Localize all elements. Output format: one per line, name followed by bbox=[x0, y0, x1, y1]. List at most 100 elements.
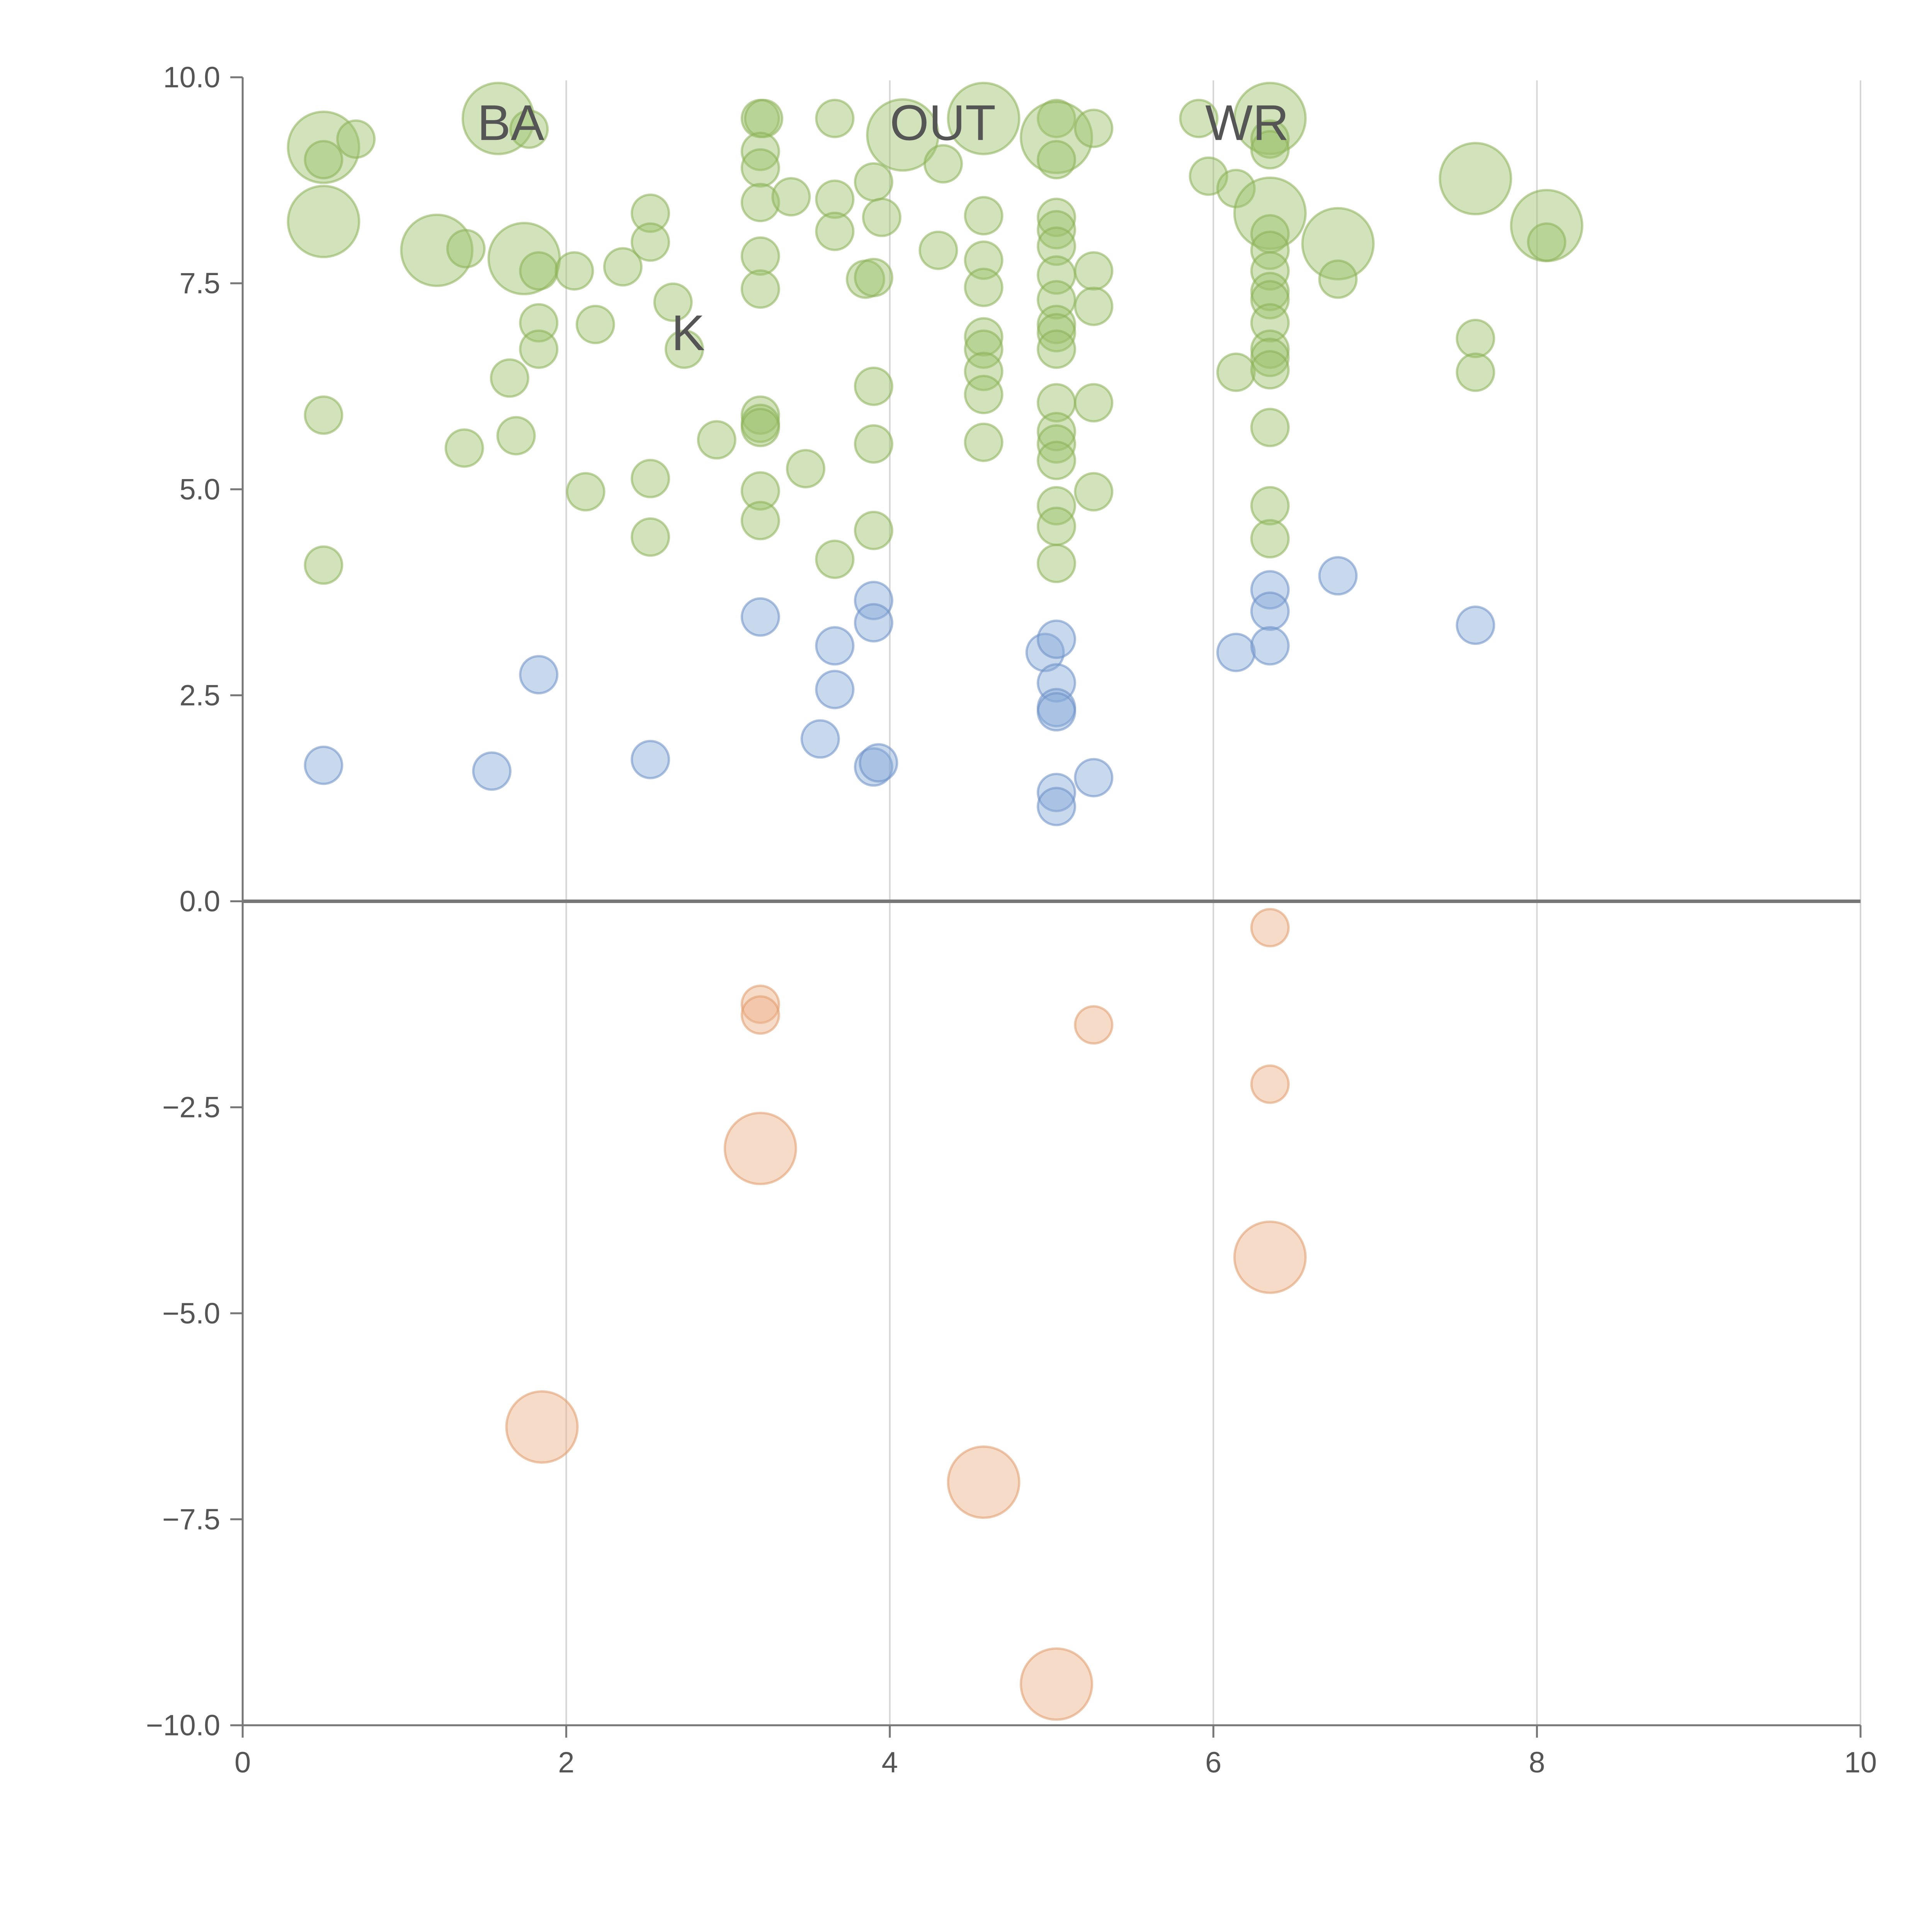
bubble-green-69 bbox=[1037, 210, 1077, 250]
bubble-green-86 bbox=[1074, 383, 1114, 423]
bubble-green-8 bbox=[444, 428, 484, 468]
bubble-green-99 bbox=[1250, 272, 1290, 311]
bubble-green-104 bbox=[1250, 350, 1290, 390]
bubble-green-114 bbox=[1527, 222, 1566, 262]
bubble-green-48 bbox=[854, 258, 893, 298]
bubble-green-63 bbox=[964, 375, 1003, 415]
bubble-green-64 bbox=[964, 422, 1003, 462]
bubble-blue-12 bbox=[1025, 633, 1065, 672]
bubble-orange-8 bbox=[1250, 1064, 1290, 1104]
bubble-blue-4 bbox=[740, 597, 780, 637]
bubble-green-33 bbox=[740, 236, 780, 276]
bubble-green-19 bbox=[575, 304, 615, 344]
bubble-green-38 bbox=[740, 471, 780, 511]
y-tick-label: 0.0 bbox=[179, 885, 220, 918]
bubble-blue-5 bbox=[800, 719, 840, 759]
bubble-orange-0 bbox=[740, 985, 780, 1024]
bubble-blue-0 bbox=[304, 745, 344, 785]
bubble-green-49 bbox=[854, 366, 893, 406]
bubble-green-34 bbox=[740, 269, 780, 309]
bubble-green-35 bbox=[740, 395, 780, 435]
bubble-green-14 bbox=[519, 251, 559, 291]
bubble-green-56 bbox=[947, 82, 1020, 155]
bubble-green-79 bbox=[1037, 440, 1077, 480]
bubble-green-16 bbox=[519, 329, 559, 369]
x-tick-label: 10 bbox=[1844, 1746, 1877, 1779]
bubble-blue-9 bbox=[854, 603, 893, 643]
bubble-green-102 bbox=[1250, 329, 1290, 369]
bubble-green-43 bbox=[815, 179, 855, 219]
bubble-green-112 bbox=[1456, 352, 1495, 392]
x-tick-label: 2 bbox=[558, 1746, 574, 1779]
bubble-blue-11 bbox=[859, 743, 898, 783]
y-tick-label: −10.0 bbox=[146, 1709, 220, 1742]
bubble-green-50 bbox=[854, 424, 893, 464]
bubble-green-29 bbox=[744, 99, 784, 138]
bubble-blue-20 bbox=[1216, 633, 1256, 672]
y-tick-label: 10.0 bbox=[163, 61, 220, 94]
bubble-blue-16 bbox=[1037, 692, 1077, 732]
bubble-green-111 bbox=[1456, 319, 1495, 359]
bubble-blue-6 bbox=[815, 626, 855, 666]
bubble-blue-19 bbox=[1074, 758, 1114, 798]
bubble-green-88 bbox=[1179, 99, 1219, 138]
bubble-blue-23 bbox=[1250, 626, 1290, 666]
bubble-green-107 bbox=[1250, 519, 1290, 559]
bubble-green-109 bbox=[1318, 259, 1358, 299]
bubble-green-94 bbox=[1250, 130, 1290, 170]
bubble-green-20 bbox=[603, 247, 643, 287]
bubble-green-6 bbox=[400, 213, 474, 287]
bubble-green-23 bbox=[631, 459, 670, 498]
y-tick-label: 7.5 bbox=[179, 267, 220, 300]
bubble-green-10 bbox=[509, 109, 549, 149]
bubble-blue-22 bbox=[1250, 591, 1290, 631]
bubble-blue-7 bbox=[815, 670, 855, 709]
bubble-green-57 bbox=[964, 196, 1003, 236]
bubble-green-27 bbox=[697, 420, 736, 460]
bubble-green-39 bbox=[740, 501, 780, 541]
bubble-green-61 bbox=[964, 329, 1003, 369]
bubble-green-42 bbox=[815, 99, 855, 138]
bubble-orange-7 bbox=[1250, 908, 1290, 947]
bubble-orange-2 bbox=[723, 1112, 797, 1185]
bubble-green-77 bbox=[1037, 412, 1077, 451]
bubble-green-78 bbox=[1037, 424, 1077, 464]
bubble-green-37 bbox=[740, 408, 780, 447]
bubble-orange-9 bbox=[1233, 1220, 1307, 1294]
bubble-blue-25 bbox=[1456, 605, 1495, 645]
bubble-blue-1 bbox=[472, 751, 512, 791]
x-tick-label: 4 bbox=[882, 1746, 898, 1779]
bubble-green-25 bbox=[653, 282, 693, 322]
bubble-green-9 bbox=[461, 82, 535, 155]
bubble-green-45 bbox=[815, 539, 855, 579]
x-tick-label: 8 bbox=[1529, 1746, 1545, 1779]
bubble-blue-18 bbox=[1037, 787, 1077, 827]
bubble-green-70 bbox=[1037, 226, 1077, 266]
bubble-orange-5 bbox=[1020, 1647, 1094, 1721]
bubble-green-51 bbox=[854, 510, 893, 550]
bubble-green-22 bbox=[631, 222, 670, 262]
bubble-green-98 bbox=[1250, 251, 1290, 291]
y-tick-label: 5.0 bbox=[179, 473, 220, 506]
bubble-green-52 bbox=[862, 197, 901, 237]
point-label: WR bbox=[1205, 94, 1289, 151]
bubble-green-108 bbox=[1301, 207, 1375, 281]
bubble-green-91 bbox=[1216, 352, 1256, 392]
bubble-green-75 bbox=[1037, 329, 1077, 369]
bubble-green-47 bbox=[854, 162, 893, 202]
bubble-orange-4 bbox=[947, 1445, 1020, 1519]
bubble-green-68 bbox=[1037, 197, 1077, 237]
bubble-green-40 bbox=[771, 177, 811, 217]
bubble-blue-21 bbox=[1250, 570, 1290, 610]
bubble-green-41 bbox=[786, 449, 826, 488]
bubble-blue-13 bbox=[1037, 619, 1077, 659]
y-tick-label: −7.5 bbox=[162, 1503, 220, 1536]
bubble-blue-17 bbox=[1037, 773, 1077, 813]
bubble-green-106 bbox=[1250, 486, 1290, 526]
bubble-green-85 bbox=[1074, 286, 1114, 326]
bubble-green-81 bbox=[1037, 507, 1077, 546]
bubble-green-18 bbox=[566, 472, 605, 512]
bubble-green-97 bbox=[1250, 230, 1290, 270]
y-tick-label: −2.5 bbox=[162, 1091, 220, 1124]
